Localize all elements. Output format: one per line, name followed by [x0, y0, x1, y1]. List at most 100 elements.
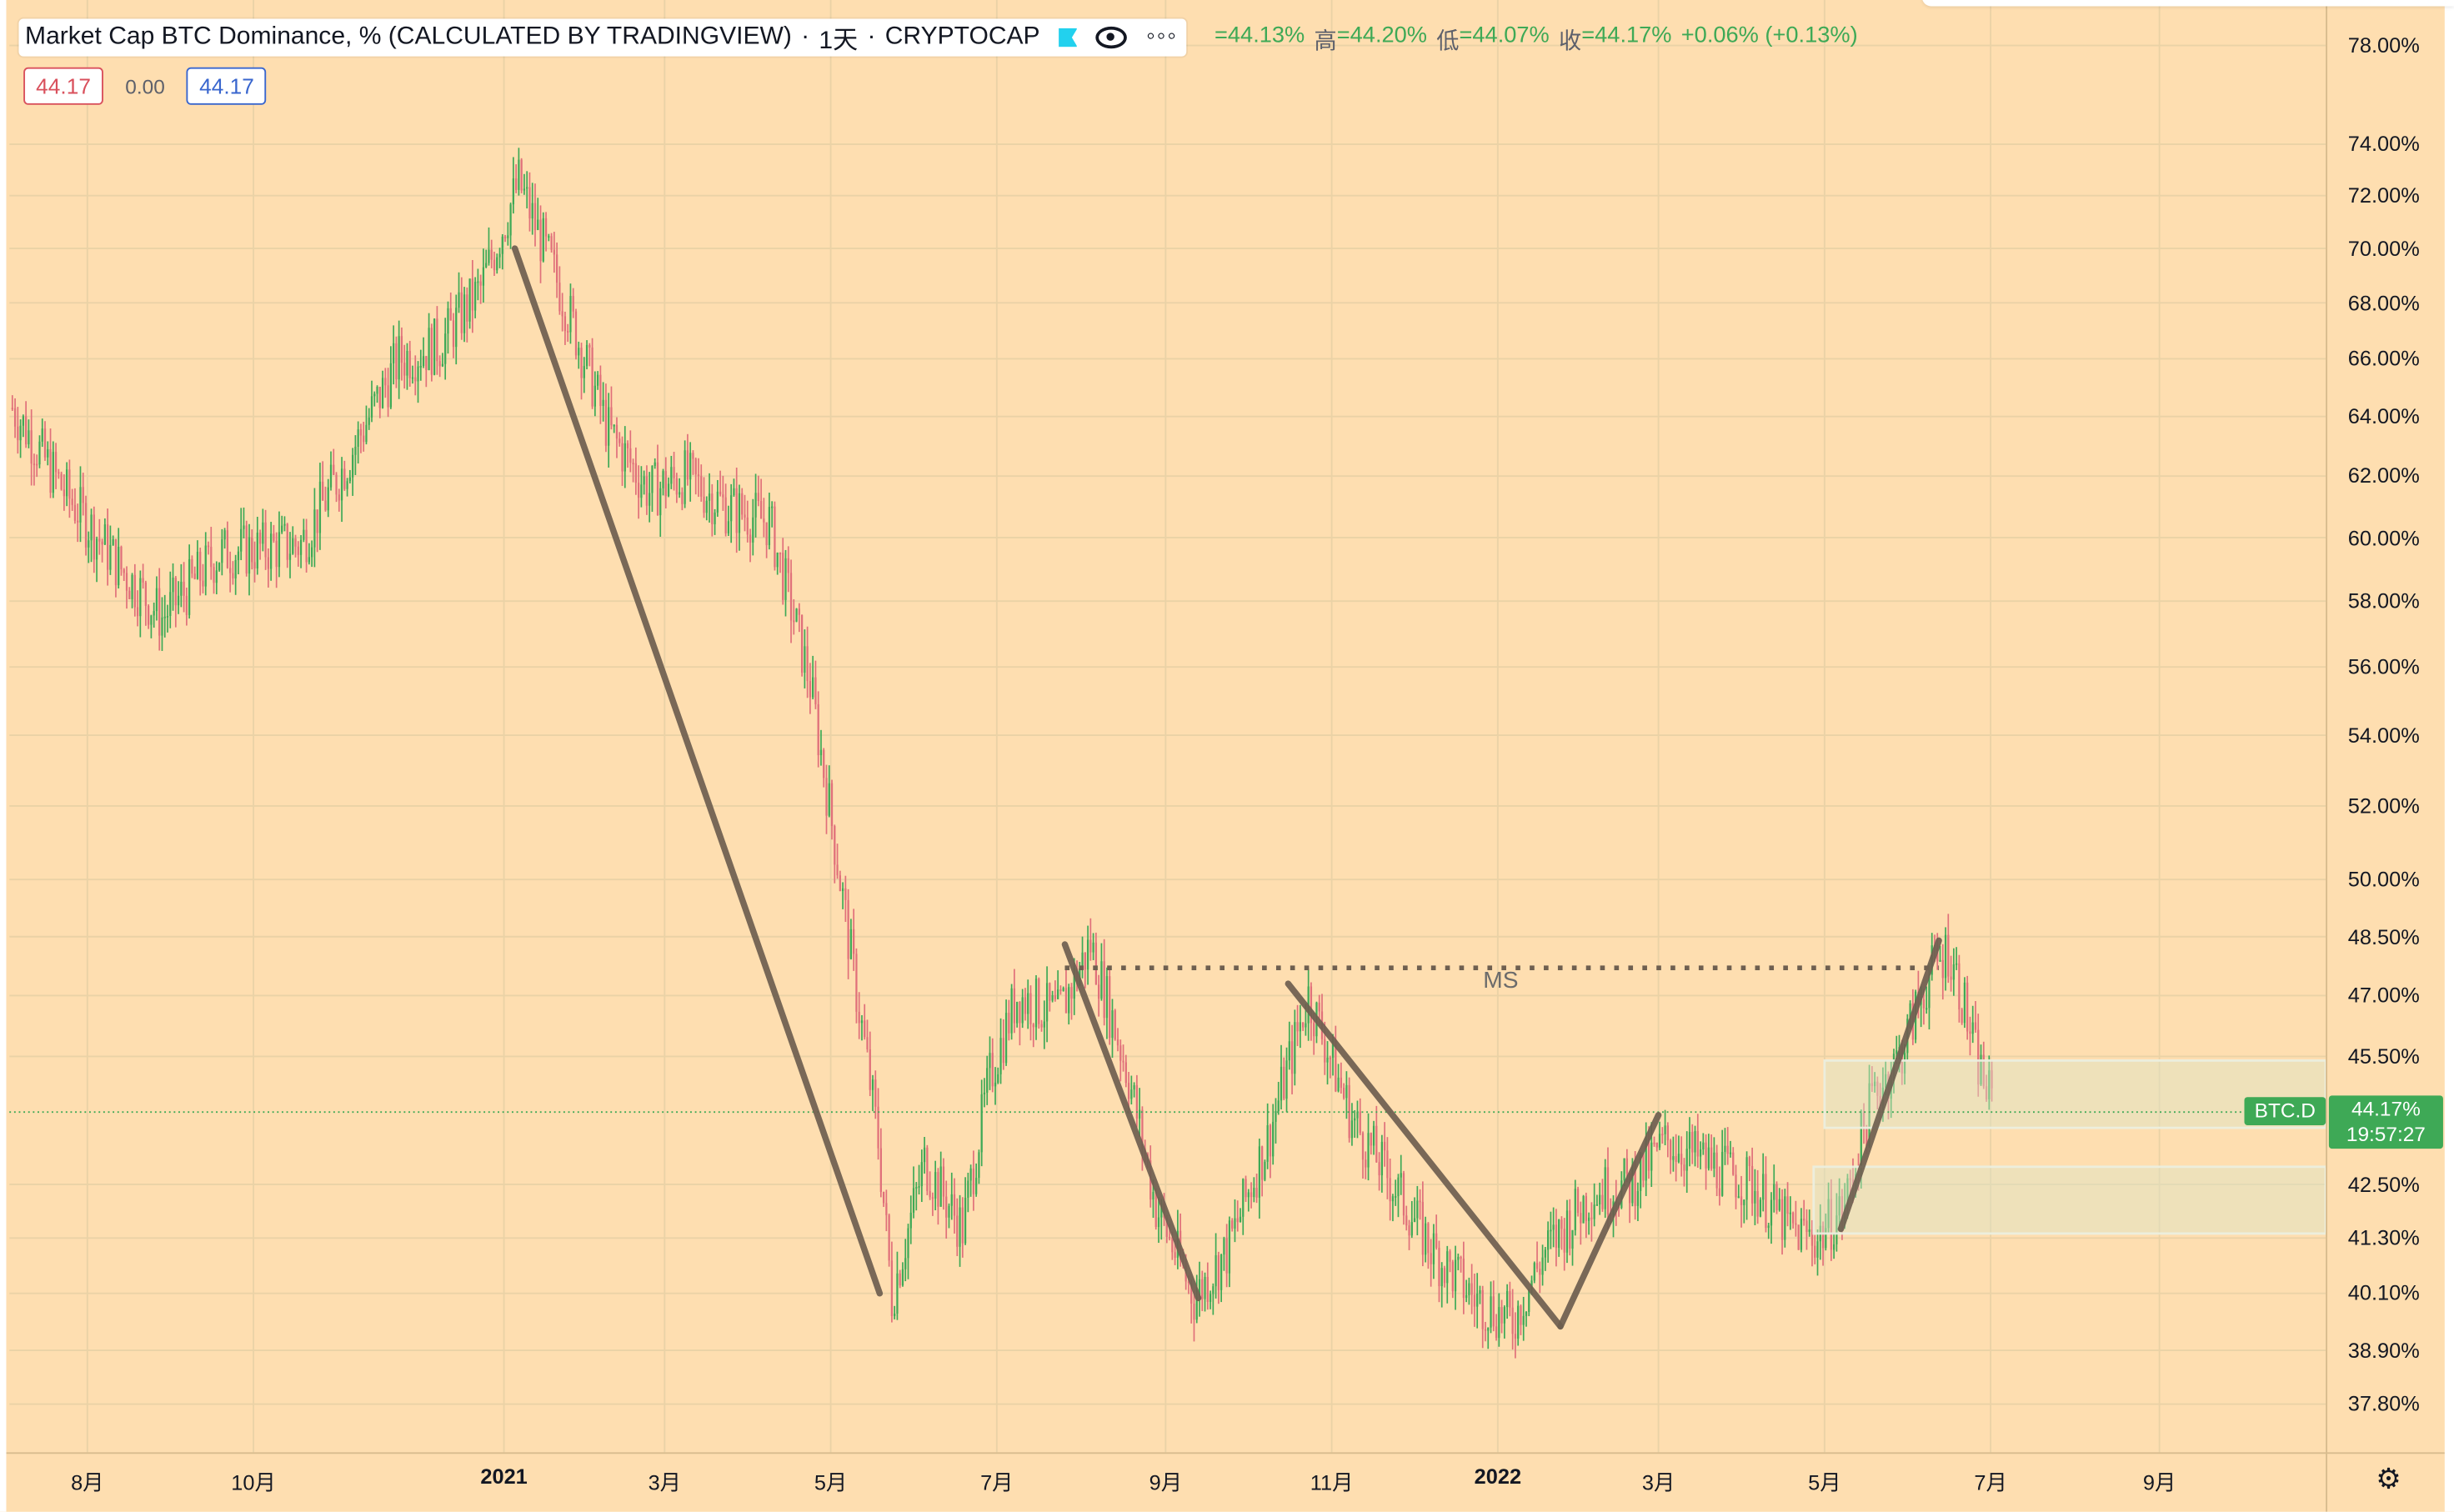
candle-body	[1604, 1167, 1606, 1209]
indicator-mid: 0.00	[125, 74, 165, 98]
candle-body	[615, 424, 619, 439]
change-value: +0.06% (+0.13%)	[1680, 23, 1858, 49]
candle-body	[204, 545, 207, 587]
close-value: =44.17%	[1581, 23, 1672, 49]
candle-body	[17, 426, 19, 441]
candle-body	[1070, 987, 1073, 999]
candle-body	[1068, 987, 1070, 1014]
y-tick-label: 58.00%	[2347, 589, 2420, 613]
candle-body	[583, 366, 585, 378]
candle-body	[1212, 1286, 1214, 1294]
candle-body	[839, 875, 841, 892]
candle-body	[406, 350, 408, 376]
candle-body	[1269, 1125, 1272, 1157]
candle-body	[1242, 1179, 1245, 1217]
candle-body	[221, 539, 223, 563]
legend-box[interactable]: Market Cap BTC Dominance, % (CALCULATED …	[18, 18, 1188, 57]
candle-body	[1492, 1296, 1495, 1327]
candle-body	[953, 1194, 956, 1216]
candle-body	[1084, 952, 1086, 970]
candle-body	[139, 578, 142, 617]
legend-exchange[interactable]: CRYPTOCAP	[884, 23, 1040, 51]
legend-title[interactable]: Market Cap BTC Dominance, % (CALCULATED …	[25, 23, 792, 51]
candle-body	[812, 677, 814, 698]
indicator-row[interactable]: 44.17 0.00 44.17	[23, 67, 267, 105]
candle-body	[1544, 1249, 1546, 1258]
candle-body	[1966, 982, 1969, 1032]
candle-body	[123, 569, 125, 573]
candle-body	[548, 236, 550, 238]
candle-body	[1580, 1213, 1582, 1224]
candle-body	[191, 558, 193, 574]
candle-body	[602, 399, 604, 407]
candle-body	[1008, 1013, 1010, 1034]
eye-icon[interactable]	[1096, 26, 1128, 49]
more-icon[interactable]: ◦◦◦	[1146, 23, 1178, 51]
indicator-right[interactable]: 44.17	[187, 67, 267, 105]
low-key: 低	[1436, 29, 1460, 55]
gear-icon[interactable]: ⚙	[2376, 1463, 2401, 1495]
candle-body	[860, 1020, 864, 1024]
candle-body	[359, 429, 363, 436]
candle-body	[1810, 1229, 1814, 1246]
candle-body	[1296, 1022, 1299, 1032]
candle-body	[433, 318, 436, 375]
candle-body	[1765, 1174, 1767, 1229]
candle-body	[177, 595, 180, 606]
legend-separator: ·	[867, 23, 876, 51]
candle-body	[1541, 1257, 1544, 1275]
candle-body	[1294, 1022, 1296, 1074]
legend-interval[interactable]: 1天	[819, 28, 859, 55]
candle-body	[864, 1020, 866, 1038]
candle-body	[1661, 1134, 1664, 1136]
candle-body	[1135, 1084, 1139, 1119]
candle-body	[1395, 1196, 1397, 1198]
candle-body	[33, 463, 36, 466]
candle-body	[41, 428, 43, 442]
candle-body	[841, 888, 844, 892]
candle-body	[1465, 1294, 1468, 1299]
candle-body	[1655, 1142, 1658, 1148]
candle-body	[967, 1180, 969, 1198]
candle-body	[1509, 1290, 1511, 1308]
candle-body	[1250, 1192, 1253, 1198]
candle-body	[1002, 1038, 1004, 1064]
candle-body	[1936, 948, 1939, 962]
candle-body	[30, 430, 33, 464]
candle-body	[563, 316, 567, 332]
candle-body	[1380, 1141, 1383, 1176]
candle-body	[389, 363, 392, 408]
candle-body	[789, 573, 793, 621]
candle-body	[1324, 1039, 1326, 1063]
candle-body	[452, 320, 455, 348]
candle-body	[1593, 1204, 1595, 1219]
candle-body	[1261, 1146, 1264, 1180]
candle-body	[363, 435, 365, 443]
candle-body	[931, 1197, 934, 1199]
x-tick-label: 3月	[648, 1470, 682, 1495]
candle-body	[825, 778, 828, 816]
candle-body	[428, 328, 430, 371]
candle-body	[1201, 1279, 1204, 1299]
candle-body	[972, 1168, 975, 1194]
candle-body	[1449, 1251, 1451, 1262]
candle-body	[95, 538, 98, 560]
candle-body	[109, 544, 112, 570]
candle-body	[1410, 1222, 1413, 1236]
candle-body	[1879, 1095, 1881, 1106]
flag-icon[interactable]	[1059, 28, 1078, 48]
candle-body	[1272, 1121, 1275, 1157]
candle-body	[1691, 1131, 1694, 1153]
candle-body	[528, 187, 531, 219]
candle-body	[1705, 1142, 1707, 1169]
candle-body	[441, 363, 444, 367]
candle-body	[637, 483, 640, 498]
candle-body	[240, 528, 243, 552]
candle-body	[1563, 1229, 1565, 1253]
candle-body	[1457, 1256, 1460, 1260]
last-price-tag: 44.17% 19:57:27	[2328, 1095, 2443, 1149]
candle-body	[1988, 1070, 1991, 1099]
candle-body	[1049, 983, 1051, 1001]
indicator-left[interactable]: 44.17	[23, 67, 104, 105]
